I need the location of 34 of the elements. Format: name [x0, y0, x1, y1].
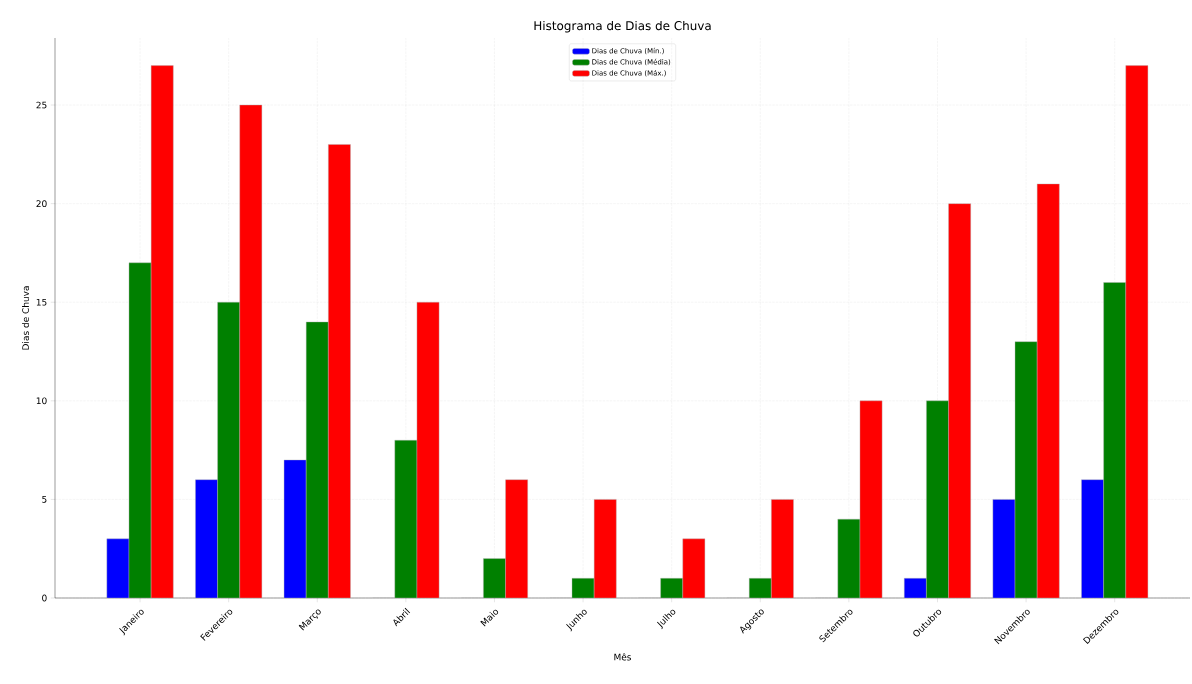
bar — [948, 203, 971, 598]
y-tick-label: 15 — [36, 298, 47, 306]
bar — [771, 499, 794, 598]
bar — [483, 558, 506, 598]
bar — [859, 400, 883, 598]
bar — [195, 479, 218, 598]
bar — [106, 538, 130, 598]
bar — [505, 479, 528, 598]
bar — [682, 538, 706, 598]
bar — [926, 400, 949, 598]
bar — [593, 499, 617, 598]
bar — [283, 459, 307, 598]
bar — [1081, 479, 1104, 598]
y-axis-title: Dias de Chuva — [22, 286, 29, 350]
bar — [328, 144, 351, 598]
x-axis-title: Mês — [614, 653, 632, 661]
bar — [150, 65, 174, 598]
bar — [837, 518, 861, 598]
y-tick-label: 0 — [42, 594, 47, 602]
bar — [1036, 183, 1060, 598]
y-tick-label: 20 — [36, 200, 47, 208]
y-tick-label: 5 — [42, 496, 47, 503]
bar — [394, 440, 418, 598]
y-tick-label: 10 — [36, 397, 47, 405]
y-tick-label: 25 — [36, 101, 47, 109]
bar — [128, 262, 152, 598]
bar — [217, 302, 240, 598]
bar — [239, 104, 263, 598]
chart-title: Histograma de Dias de Chuva — [534, 20, 711, 33]
bar — [305, 321, 329, 598]
bar — [1125, 65, 1149, 598]
bar — [416, 302, 440, 598]
bar — [1014, 341, 1038, 598]
bar — [1103, 282, 1126, 598]
